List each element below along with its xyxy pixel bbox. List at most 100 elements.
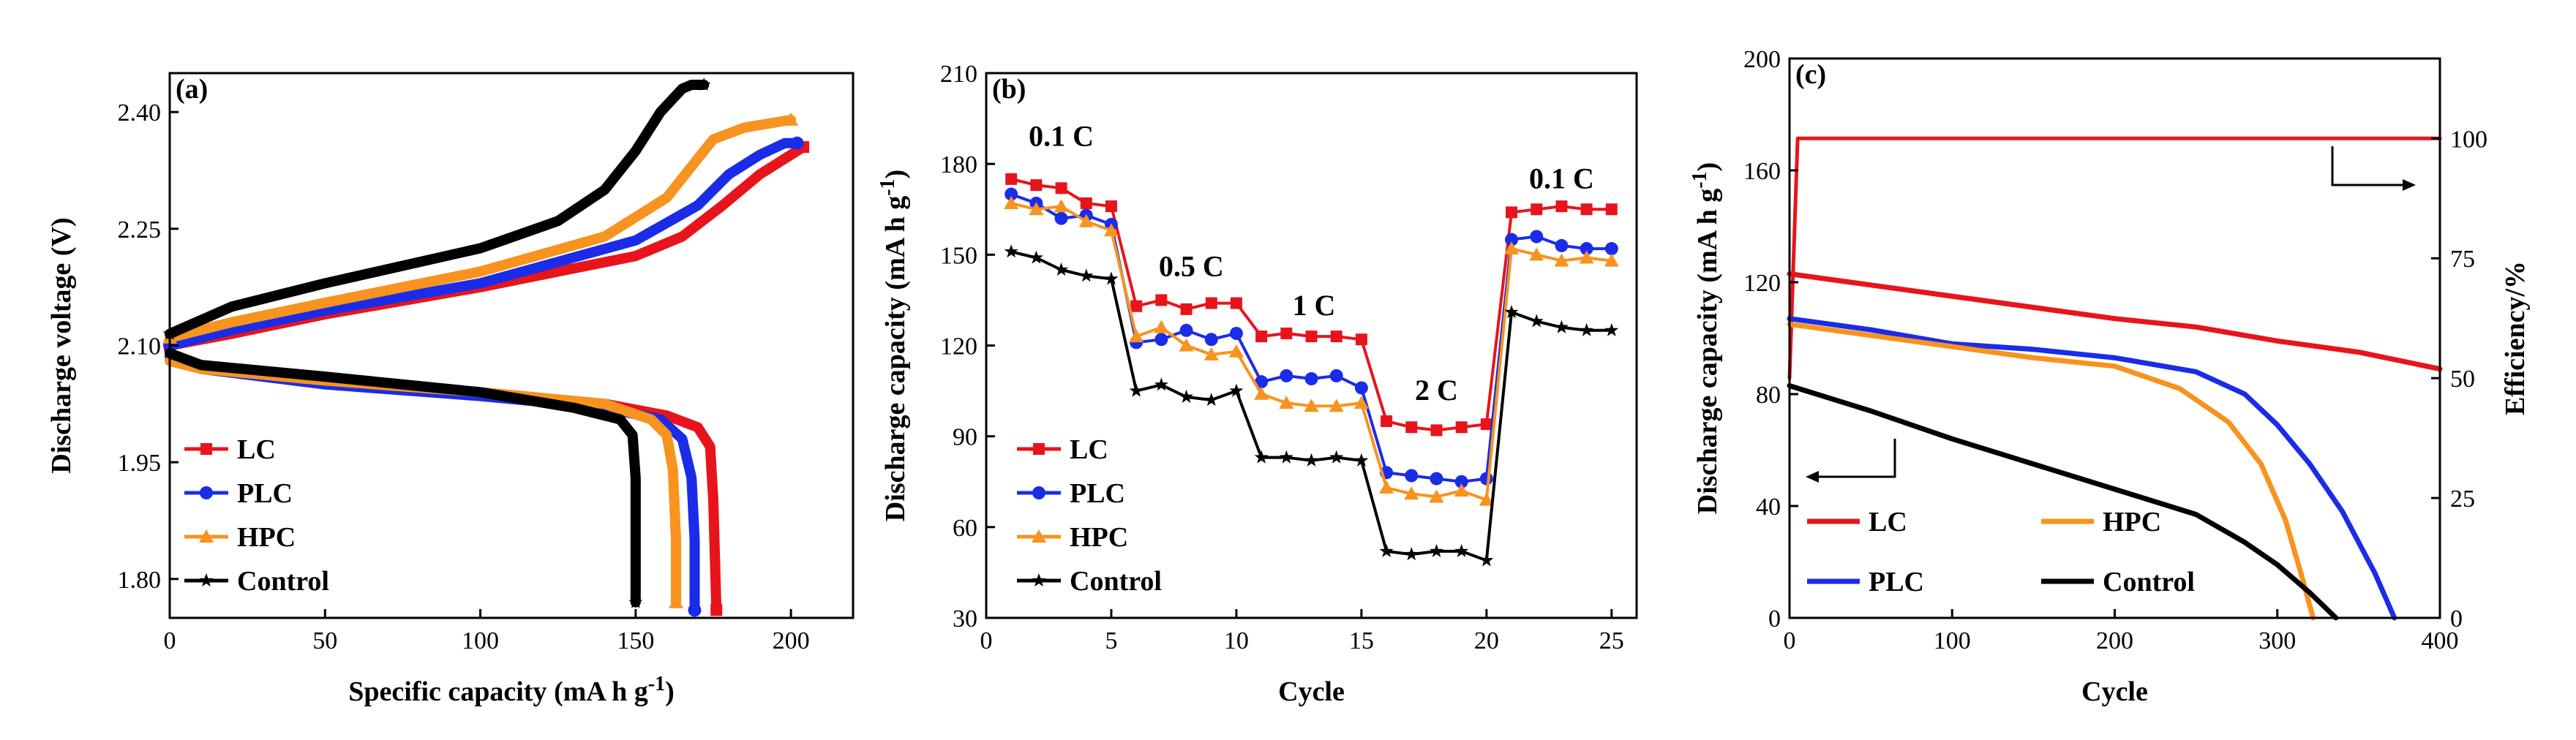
left-axis-arrowhead bbox=[1806, 471, 1819, 483]
data-point-hpc bbox=[1379, 480, 1394, 494]
data-point-plc bbox=[1505, 233, 1519, 246]
efficiency-line bbox=[1787, 136, 2442, 380]
data-point-plc bbox=[1555, 238, 1569, 252]
data-point-control bbox=[1329, 450, 1344, 464]
data-point-hpc bbox=[1228, 344, 1244, 358]
endpoint-marker-hpc bbox=[784, 112, 799, 126]
x-tick-label: 300 bbox=[2258, 627, 2296, 654]
data-point-lc bbox=[1381, 415, 1393, 427]
data-point-plc bbox=[1280, 369, 1293, 382]
charge-curve-plc bbox=[165, 137, 803, 351]
data-point-lc bbox=[1455, 421, 1468, 434]
data-point-hpc bbox=[1203, 347, 1219, 360]
data-point-control bbox=[1204, 393, 1219, 407]
data-point-lc bbox=[1330, 331, 1343, 343]
x-tick-label: 150 bbox=[617, 627, 654, 654]
x-tick-label: 400 bbox=[2422, 627, 2459, 654]
data-point-hpc bbox=[1304, 399, 1319, 412]
y-tick-label: 1.80 bbox=[118, 567, 162, 594]
data-point-lc bbox=[1105, 200, 1117, 213]
endpoint-marker-plc bbox=[790, 136, 804, 150]
data-point-lc bbox=[1230, 297, 1242, 309]
legend-label-lc: LC bbox=[1070, 434, 1108, 465]
x-tick-label: 20 bbox=[1474, 627, 1499, 654]
y-tick-label: 60 bbox=[953, 515, 977, 542]
legend-label-control: Control bbox=[1070, 566, 1162, 597]
y-axis-title-b-main: Discharge capacity (mA h g bbox=[880, 196, 911, 521]
data-point-plc bbox=[1154, 333, 1168, 347]
data-point-plc bbox=[1354, 381, 1368, 395]
y-axis-title-b-sup: -1 bbox=[876, 178, 899, 195]
y-right-tick-label: 100 bbox=[2450, 126, 2487, 153]
x-axis-title-a-end: ) bbox=[665, 676, 675, 707]
x-tick-label: 0 bbox=[980, 627, 993, 654]
panel-b: 0 5 10 15 20 25 30 60 90 120 150 180 210 (b) Cycle Disc… bbox=[876, 61, 1638, 707]
data-point-lc bbox=[1030, 179, 1043, 192]
x-tick-label: 50 bbox=[312, 627, 337, 654]
data-point-lc bbox=[1580, 203, 1593, 216]
y-tick-label: 90 bbox=[953, 424, 977, 451]
data-point-plc bbox=[1329, 369, 1343, 382]
legend-label-plc: PLC bbox=[1869, 567, 1924, 597]
data-point-hpc bbox=[1078, 214, 1094, 227]
data-point-lc bbox=[1080, 197, 1092, 209]
legend-label-hpc: HPC bbox=[237, 522, 296, 553]
y-tick-label: 180 bbox=[940, 151, 977, 178]
x-tick-label: 15 bbox=[1349, 627, 1374, 654]
y-tick-label: 40 bbox=[1756, 494, 1781, 521]
endpoint-marker-plc bbox=[688, 603, 702, 617]
y-right-tick-label: 50 bbox=[2450, 366, 2475, 393]
right-axis-arrowhead bbox=[2403, 179, 2416, 191]
data-point-lc bbox=[1180, 303, 1193, 315]
data-point-lc bbox=[1531, 203, 1543, 216]
data-point-hpc bbox=[1529, 247, 1544, 261]
y-axis-title-c-main: Discharge capacity (mA h g bbox=[1692, 189, 1723, 514]
legend-label-hpc: HPC bbox=[2103, 507, 2161, 537]
data-point-control bbox=[1354, 453, 1369, 467]
data-point-lc bbox=[1005, 173, 1018, 185]
endpoint-marker-hpc bbox=[669, 594, 684, 608]
y-tick-label: 30 bbox=[953, 605, 977, 633]
x-axis-title-c: Cycle bbox=[2081, 676, 2148, 707]
data-point-control bbox=[1580, 322, 1594, 336]
data-point-control bbox=[1604, 322, 1619, 336]
discharge-curve-control bbox=[165, 348, 641, 608]
data-point-plc bbox=[1304, 372, 1318, 386]
data-point-control bbox=[1029, 250, 1043, 264]
y-axis-title-a: Discharge voltage (V) bbox=[46, 217, 77, 473]
data-point-plc bbox=[1604, 242, 1618, 256]
x-axis-title-a-sup: -1 bbox=[648, 673, 665, 695]
data-point-lc bbox=[1055, 182, 1067, 195]
y-axis-title-c: Discharge capacity (mA h g-1) bbox=[1689, 162, 1723, 514]
y-right-tick-label: 75 bbox=[2450, 246, 2475, 273]
legend-label-control: Control bbox=[2103, 567, 2195, 597]
y-tick-label: 2.40 bbox=[118, 99, 162, 127]
data-point-plc bbox=[1479, 472, 1493, 486]
left-axis-arrow bbox=[1814, 439, 1896, 478]
legend-label-hpc: HPC bbox=[1070, 522, 1128, 553]
x-tick-label: 0 bbox=[1784, 627, 1796, 654]
data-point-control bbox=[1454, 543, 1469, 557]
y-tick-label: 200 bbox=[1743, 46, 1781, 73]
x-tick-label: 10 bbox=[1224, 627, 1249, 654]
x-axis-title-b: Cycle bbox=[1278, 676, 1345, 707]
data-point-control bbox=[1529, 314, 1544, 328]
x-tick-label: 0 bbox=[164, 627, 176, 654]
legend-marker-hpc bbox=[1032, 529, 1046, 543]
y-tick-label: 0 bbox=[1768, 605, 1781, 633]
data-point-lc bbox=[1305, 331, 1318, 343]
data-point-hpc bbox=[1504, 241, 1520, 255]
data-point-lc bbox=[1280, 327, 1293, 339]
data-point-plc bbox=[1580, 242, 1593, 256]
legend-label-lc: LC bbox=[1869, 507, 1907, 537]
data-point-control bbox=[1279, 450, 1293, 464]
y-right-tick-label: 25 bbox=[2450, 486, 2475, 513]
data-point-control bbox=[1054, 263, 1069, 276]
data-point-control bbox=[1404, 547, 1419, 561]
data-point-hpc bbox=[1154, 320, 1169, 333]
data-point-hpc bbox=[1279, 396, 1294, 409]
y-right-axis-title-c: Efficiency/% bbox=[2500, 261, 2531, 415]
data-point-control bbox=[1179, 389, 1193, 403]
y-tick-label: 210 bbox=[940, 61, 977, 88]
